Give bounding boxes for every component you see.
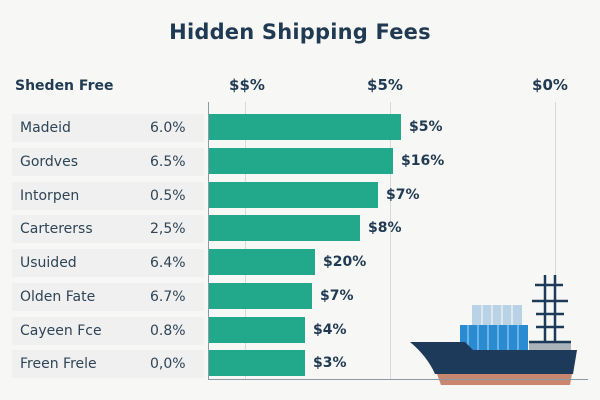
row-percent-value: 2,5%	[150, 221, 186, 237]
row-category-label: Gordves	[20, 154, 79, 170]
row-category-label: Madeid	[20, 120, 71, 136]
cargo-ship-icon	[410, 275, 577, 385]
row-category-label: Intorpen	[20, 188, 80, 204]
bar	[209, 215, 360, 241]
bar-value-label: $5%	[409, 119, 443, 135]
row-percent-value: 6.5%	[150, 154, 186, 170]
bar-value-label: $3%	[313, 355, 347, 371]
row-percent-value: 0.8%	[150, 323, 186, 339]
row-percent-value: 0.5%	[150, 188, 186, 204]
table-row	[12, 114, 204, 142]
column-header: Sheden Free	[15, 78, 114, 94]
bar	[209, 283, 312, 309]
table-row	[12, 350, 204, 378]
bar-value-label: $20%	[323, 254, 367, 270]
x-tick-label: $5%	[367, 76, 403, 94]
row-percent-value: 6.7%	[150, 289, 186, 305]
y-axis-line	[208, 102, 209, 380]
row-percent-value: 6.4%	[150, 255, 186, 271]
row-category-label: Freen Frele	[20, 356, 97, 372]
table-row	[12, 249, 204, 277]
row-percent-value: 6.0%	[150, 120, 186, 136]
row-category-label: Cartererss	[20, 221, 93, 237]
bar	[209, 350, 305, 376]
x-tick-label: $$%	[229, 76, 265, 94]
bar	[209, 317, 305, 343]
x-axis-line	[208, 379, 514, 380]
row-category-label: Cayeen Fce	[20, 323, 102, 339]
table-row	[12, 317, 204, 345]
gridline	[245, 102, 246, 380]
table-row	[12, 215, 204, 243]
row-category-label: Olden Fate	[20, 289, 96, 305]
gridline	[390, 102, 391, 380]
bar	[209, 114, 401, 140]
bar	[209, 182, 378, 208]
table-row	[12, 182, 204, 210]
bar	[209, 148, 393, 174]
bar-value-label: $7%	[320, 288, 354, 304]
bar-value-label: $8%	[368, 220, 402, 236]
bar-value-label: $4%	[313, 322, 347, 338]
chart-title: Hidden Shipping Fees	[169, 20, 431, 44]
row-category-label: Usuided	[20, 255, 77, 271]
table-row	[12, 148, 204, 176]
gridline	[555, 102, 556, 380]
waterline	[495, 379, 588, 380]
bar-value-label: $16%	[401, 153, 445, 169]
row-percent-value: 0,0%	[150, 356, 186, 372]
bar	[209, 249, 315, 275]
bar-value-label: $7%	[386, 187, 420, 203]
table-row	[12, 283, 204, 311]
x-tick-label: $0%	[532, 76, 568, 94]
